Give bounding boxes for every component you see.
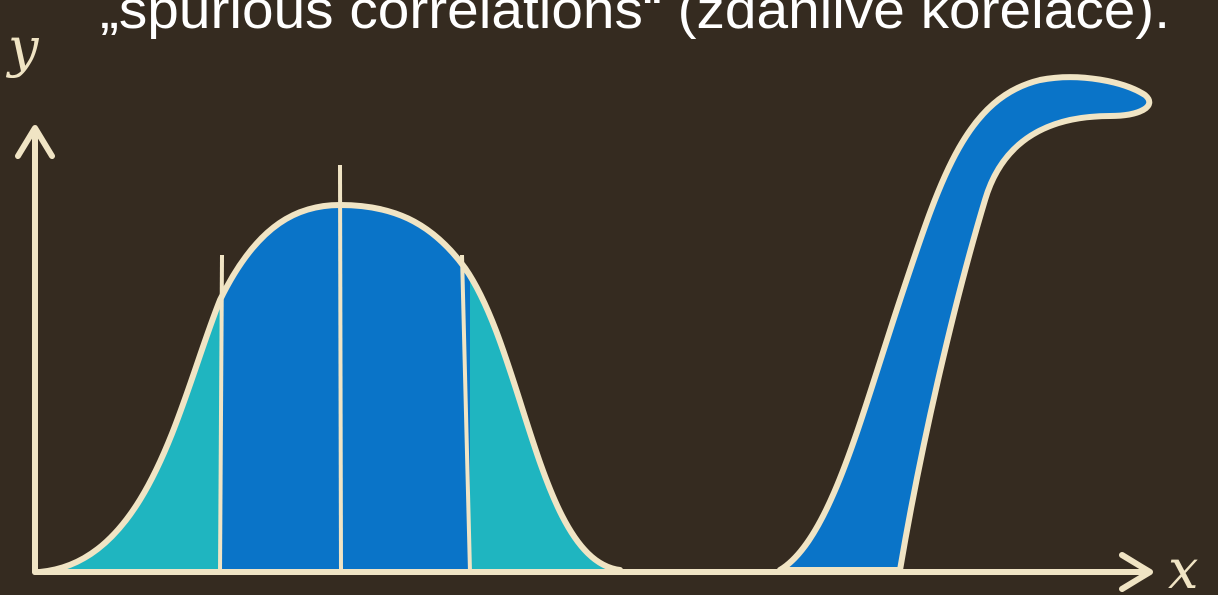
slide-title: „spurious correlations“ (zdánlivé korela… (100, 0, 1170, 40)
divider-line (220, 255, 222, 572)
divider-line (340, 165, 341, 572)
y-axis-label: y (6, 16, 40, 79)
x-axis-label: x (1168, 538, 1198, 595)
page: {"header": {"title": "„spurious correlat… (0, 0, 1218, 595)
illustration: „spurious correlations“ (zdánlivé korela… (0, 0, 1218, 595)
